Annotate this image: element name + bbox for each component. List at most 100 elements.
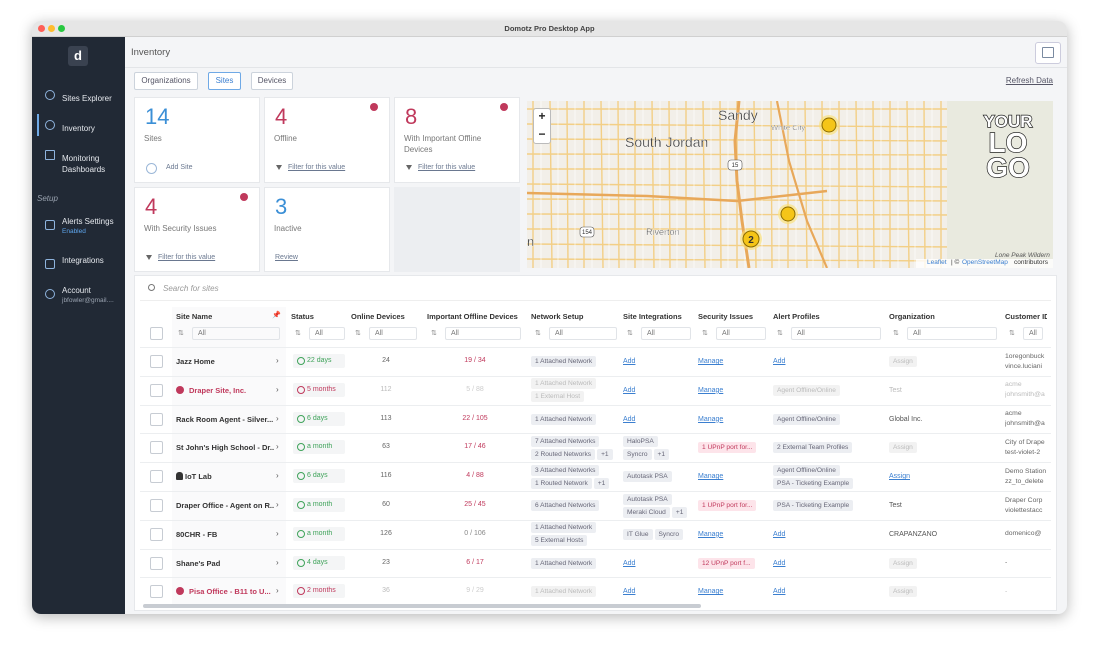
column-header: Status	[291, 312, 314, 321]
cell-link[interactable]: Add	[773, 588, 786, 596]
filter-select[interactable]: All	[907, 327, 997, 340]
tab[interactable]: Sites	[208, 72, 241, 90]
nav-item[interactable]: Inventory	[62, 124, 95, 133]
nav-item[interactable]: Account	[62, 286, 91, 295]
cell-link[interactable]: Add	[623, 559, 636, 567]
cell-link[interactable]: Manage	[698, 415, 724, 423]
cell-link[interactable]: Assign	[889, 473, 911, 481]
refresh-link[interactable]: Refresh Data	[1005, 76, 1053, 85]
filter-select[interactable]: All	[192, 327, 280, 340]
filter-select[interactable]: All	[1023, 327, 1043, 340]
chip-line: HaloPSA	[623, 435, 660, 448]
filter-select[interactable]: All	[716, 327, 766, 340]
cell-link[interactable]: Add	[623, 386, 636, 394]
chip-line: 6 Attached Networks	[531, 499, 601, 512]
more-chip[interactable]: +1	[597, 448, 613, 460]
site-name[interactable]: Rack Room Agent - Silver...	[176, 414, 274, 424]
cell-link[interactable]: Add	[623, 358, 636, 365]
tab[interactable]: Devices	[251, 72, 293, 90]
card-action[interactable]: Filter for this value	[288, 164, 346, 171]
more-chip[interactable]: +1	[653, 448, 670, 460]
header	[125, 37, 1067, 68]
cell-link[interactable]: Manage	[698, 588, 724, 596]
assign-chip[interactable]: Assign	[889, 586, 917, 598]
row-checkbox[interactable]	[150, 499, 163, 512]
row-checkbox[interactable]	[150, 383, 163, 397]
site-name[interactable]: 80CHR - FB	[176, 529, 218, 539]
logo-text: GO	[986, 152, 1030, 183]
cell-link[interactable]: Add	[623, 415, 636, 423]
assign-chip[interactable]: Assign	[889, 557, 917, 569]
zoom-out[interactable]: −	[538, 127, 546, 141]
sort-icon: ⇅	[777, 330, 783, 337]
site-name[interactable]: Shane's Pad	[176, 558, 221, 568]
map-canvas[interactable]: Sandy White City South Jordan Riverton n 15 15…	[527, 101, 1053, 268]
window-button[interactable]	[38, 25, 45, 32]
important-offline: 0 / 106	[464, 529, 486, 537]
table-cell: Agent Offline/Online PSA - Ticketing Exam…	[773, 462, 885, 491]
search-input[interactable]: Search for sites	[163, 284, 219, 293]
nav-item[interactable]: Monitoring Dashboards	[62, 154, 106, 174]
scrollbar[interactable]	[143, 604, 701, 608]
nav-item[interactable]: Integrations	[62, 256, 104, 265]
nav-item[interactable]: Alerts Settings	[62, 217, 114, 226]
site-name[interactable]: IoT Lab	[185, 472, 212, 482]
row-checkbox[interactable]	[150, 441, 163, 455]
cell-link[interactable]: Manage	[698, 358, 724, 365]
docs-icon	[1042, 47, 1054, 58]
nav-icon	[45, 90, 55, 100]
row-divider	[140, 375, 1051, 377]
cell-link[interactable]: Add	[773, 530, 786, 538]
attribution-leaflet[interactable]: Leaflet	[927, 259, 947, 266]
card-action[interactable]: Review	[275, 254, 298, 261]
customer-id-line: 1oregonbuck	[1005, 352, 1045, 360]
row-checkbox[interactable]	[150, 585, 163, 599]
assign-chip[interactable]: Assign	[889, 356, 917, 367]
customer-id-line: johnsmith@a	[1005, 391, 1045, 399]
cell-link[interactable]: Add	[773, 358, 786, 365]
row-chevron: ›	[276, 356, 279, 365]
filter-select[interactable]: All	[369, 327, 417, 340]
more-chip[interactable]: +1	[671, 506, 688, 518]
cell-link[interactable]: Add	[623, 588, 636, 596]
window-button[interactable]	[48, 25, 55, 32]
row-checkbox[interactable]	[150, 355, 163, 368]
card-action[interactable]: Add Site	[166, 164, 193, 171]
nav-item[interactable]: Sites Explorer	[62, 94, 112, 103]
zoom-in[interactable]: +	[538, 109, 546, 123]
card-action[interactable]: Filter for this value	[418, 164, 476, 171]
filter-select[interactable]: All	[309, 327, 345, 340]
tab[interactable]: Organizations	[134, 72, 198, 90]
header-checkbox[interactable]	[150, 327, 163, 340]
site-name[interactable]: St John's High School - Dr...	[176, 443, 274, 453]
card-action[interactable]: Filter for this value	[158, 254, 216, 261]
row-checkbox[interactable]	[150, 556, 163, 570]
map-marker	[821, 117, 837, 133]
filter-select[interactable]: All	[641, 327, 691, 340]
table-cell: IT Glue Syncro	[623, 520, 695, 549]
status-icon	[297, 385, 305, 394]
site-name[interactable]: Jazz Home	[176, 357, 215, 366]
row-checkbox[interactable]	[150, 470, 163, 484]
filter-select[interactable]: All	[549, 327, 617, 340]
site-name[interactable]: Draper Site, Inc.	[189, 385, 247, 395]
filter-select[interactable]: All	[445, 327, 521, 340]
more-chip[interactable]: +1	[593, 477, 610, 489]
row-divider	[140, 548, 1051, 550]
cell-link[interactable]: Manage	[698, 386, 724, 394]
site-name[interactable]: Pisa Office - B11 to U...	[189, 587, 271, 597]
filter-select[interactable]: All	[791, 327, 881, 340]
cell-link[interactable]: Add	[773, 559, 786, 567]
table-cell: 1 Attached Network	[531, 549, 621, 578]
row-checkbox[interactable]	[150, 412, 163, 426]
card-value: 8	[405, 104, 418, 129]
customer-id-line: Demo Station	[1005, 467, 1047, 475]
docs-button[interactable]	[1035, 42, 1061, 64]
attribution-osm[interactable]: OpenStreetMap	[962, 259, 1008, 266]
cell-link[interactable]: Manage	[698, 530, 724, 538]
row-checkbox[interactable]	[150, 527, 163, 541]
window-button[interactable]	[58, 25, 65, 32]
cell-link[interactable]: Manage	[698, 473, 724, 481]
assign-chip[interactable]: Assign	[889, 442, 917, 454]
site-name[interactable]: Draper Office - Agent on R...	[176, 501, 274, 510]
